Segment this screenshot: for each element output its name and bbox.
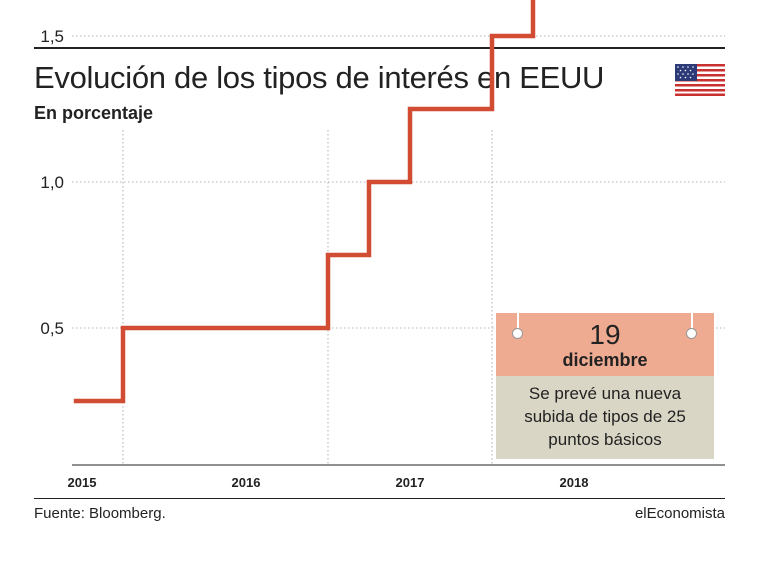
x-tick-label: 2018	[560, 475, 589, 490]
x-tick-label: 2015	[68, 475, 97, 490]
note-date-header: 19 diciembre	[496, 311, 714, 376]
calendar-ring-left-icon	[512, 328, 523, 339]
ring-stem-right	[691, 311, 693, 329]
note-day: 19	[589, 319, 621, 350]
note-text: Se prevé una nueva subida de tipos de 25…	[524, 384, 686, 449]
chart-subtitle: En porcentaje	[34, 103, 154, 123]
note-card: 19 diciembre Se prevé una nueva subida d…	[496, 311, 714, 459]
ring-stem-left	[517, 311, 519, 329]
y-tick-label: 0,5	[40, 319, 64, 338]
y-tick-label: 1,0	[40, 173, 64, 192]
calendar-ring-right-icon	[686, 328, 697, 339]
y-tick-label: 1,5	[40, 27, 64, 46]
rate-step-line	[73, 0, 536, 404]
us-flag-icon	[675, 64, 725, 96]
top-rule	[34, 47, 725, 49]
source-label: Fuente: Bloomberg.	[34, 505, 166, 522]
bottom-rule	[34, 498, 725, 499]
brand-label: elEconomista	[634, 505, 725, 522]
x-tick-label: 2017	[396, 475, 425, 490]
note-body: Se prevé una nueva subida de tipos de 25…	[496, 376, 714, 459]
x-tick-label: 2016	[232, 475, 261, 490]
chart-title: Evolución de los tipos de interés en EEU…	[34, 60, 605, 95]
note-month: diciembre	[562, 350, 648, 370]
